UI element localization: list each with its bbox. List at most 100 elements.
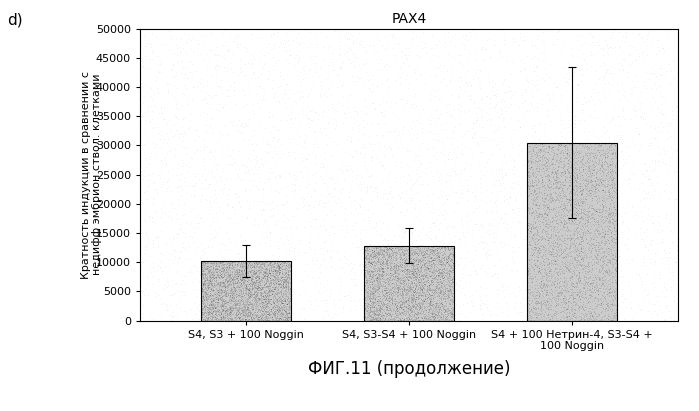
Point: [316, 159, 327, 166]
Point: [207, 272, 218, 278]
Point: [531, 191, 542, 198]
Point: [149, 207, 160, 213]
Point: [206, 287, 217, 293]
Point: [350, 306, 361, 313]
Point: [451, 300, 462, 307]
Point: [247, 304, 259, 311]
Point: [468, 98, 480, 104]
Point: [540, 236, 551, 242]
Point: [252, 289, 263, 295]
Point: [196, 267, 208, 273]
Point: [366, 304, 377, 310]
Point: [572, 235, 583, 241]
Point: [441, 196, 452, 202]
Point: [510, 166, 521, 173]
Point: [595, 243, 606, 250]
Point: [256, 286, 267, 292]
Point: [607, 263, 618, 270]
Point: [257, 303, 268, 309]
Point: [244, 299, 255, 306]
Point: [213, 311, 224, 317]
Point: [269, 285, 280, 291]
Point: [365, 301, 376, 308]
Point: [414, 312, 425, 318]
Point: [524, 173, 535, 180]
Point: [277, 262, 288, 269]
Point: [542, 183, 553, 189]
Point: [329, 302, 340, 308]
Point: [424, 298, 435, 305]
Point: [410, 255, 421, 262]
Point: [458, 62, 469, 69]
Point: [563, 183, 574, 190]
Point: [376, 304, 387, 310]
Point: [540, 222, 551, 229]
Point: [411, 303, 422, 309]
Point: [273, 275, 284, 282]
Point: [597, 230, 608, 236]
Point: [419, 275, 430, 281]
Point: [418, 251, 429, 258]
Point: [206, 299, 217, 305]
Point: [535, 218, 546, 224]
Point: [207, 261, 218, 268]
Point: [445, 277, 456, 283]
Point: [234, 312, 245, 318]
Point: [285, 289, 296, 296]
Point: [265, 279, 276, 286]
Point: [589, 207, 600, 213]
Point: [374, 259, 385, 266]
Point: [456, 182, 467, 189]
Point: [282, 297, 294, 304]
Point: [607, 178, 618, 185]
Point: [533, 202, 545, 208]
Point: [523, 173, 534, 180]
Point: [208, 269, 219, 275]
Point: [239, 284, 250, 290]
Point: [414, 270, 425, 277]
Point: [173, 289, 184, 295]
Point: [390, 280, 401, 286]
Point: [403, 256, 415, 263]
Point: [612, 37, 624, 44]
Point: [405, 289, 416, 296]
Point: [557, 181, 568, 188]
Point: [269, 148, 280, 155]
Point: [534, 270, 545, 277]
Point: [546, 312, 557, 319]
Point: [176, 138, 187, 144]
Point: [600, 232, 611, 238]
Point: [207, 293, 218, 300]
Point: [280, 256, 291, 263]
Point: [619, 296, 630, 302]
Point: [313, 273, 324, 280]
Point: [324, 220, 336, 226]
Point: [563, 165, 574, 171]
Point: [377, 268, 389, 275]
Point: [393, 274, 404, 281]
Point: [535, 299, 546, 306]
Point: [549, 224, 560, 231]
Point: [656, 72, 668, 79]
Point: [493, 177, 505, 183]
Point: [474, 301, 485, 308]
Point: [197, 287, 208, 294]
Point: [226, 297, 237, 303]
Point: [443, 49, 454, 55]
Point: [670, 196, 682, 202]
Point: [276, 273, 287, 280]
Point: [210, 187, 221, 194]
Point: [491, 203, 502, 210]
Point: [283, 300, 294, 306]
Point: [573, 201, 584, 208]
Point: [293, 159, 304, 166]
Point: [406, 280, 417, 287]
Point: [284, 265, 295, 271]
Point: [250, 279, 261, 286]
Point: [601, 245, 612, 252]
Point: [605, 245, 616, 252]
Point: [376, 268, 387, 274]
Point: [370, 274, 382, 281]
Point: [239, 316, 250, 323]
Point: [345, 294, 356, 300]
